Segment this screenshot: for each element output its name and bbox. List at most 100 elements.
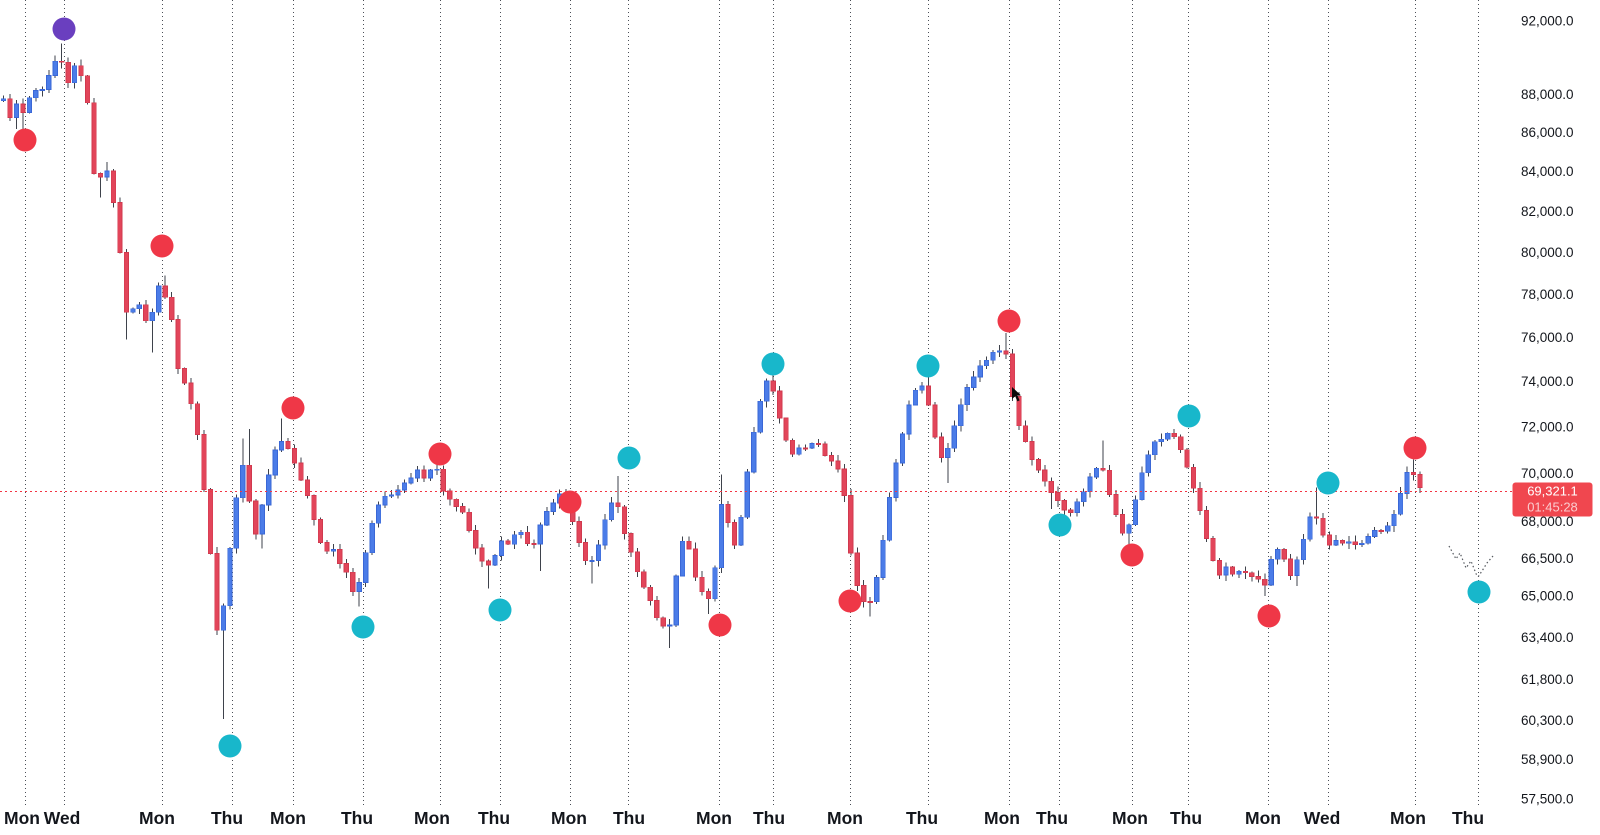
signal-marker-red[interactable] (13, 128, 37, 152)
signal-marker-red[interactable] (997, 309, 1021, 333)
candle-down (311, 495, 317, 520)
signal-marker-purple[interactable] (52, 17, 76, 41)
signal-marker-red[interactable] (150, 234, 174, 258)
time-tick-label: Mon (139, 808, 175, 828)
candle-down (473, 529, 479, 549)
candle-up (1385, 525, 1391, 532)
signal-marker-cyan[interactable] (488, 598, 512, 622)
signal-markers (13, 17, 1491, 758)
signal-marker-red[interactable] (838, 589, 862, 613)
candle-down (828, 455, 835, 462)
candle-up (388, 494, 395, 497)
candle-down (343, 563, 349, 573)
candle-down (460, 505, 466, 513)
candle-down (1197, 487, 1203, 511)
candle-up (1152, 441, 1158, 456)
price-tick-label: 86,000.0 (1521, 125, 1574, 140)
signal-marker-cyan[interactable] (761, 352, 785, 376)
mouse-cursor-icon (1012, 387, 1021, 402)
candle-up (796, 447, 802, 455)
candle-down (1242, 570, 1248, 574)
time-tick-label: Mon (1112, 808, 1148, 828)
time-tick-label: Wed (44, 808, 81, 828)
signal-marker-cyan[interactable] (1316, 471, 1340, 495)
candle-down (1203, 510, 1210, 540)
signal-marker-cyan[interactable] (218, 734, 242, 758)
candle-down (453, 498, 459, 507)
candle-down (1016, 396, 1022, 427)
candle-up (602, 519, 608, 546)
candle-down (1378, 530, 1384, 532)
signal-marker-red[interactable] (1120, 543, 1144, 567)
candle-up (945, 447, 951, 458)
price-tick-label: 58,900.0 (1521, 752, 1574, 767)
candle-up (72, 65, 78, 84)
candle-down (815, 442, 822, 445)
signal-marker-red[interactable] (558, 490, 582, 514)
signal-marker-cyan[interactable] (351, 615, 375, 639)
candle-down (466, 511, 472, 531)
candle-down (1068, 509, 1074, 513)
candle-down (686, 540, 692, 550)
signal-marker-red[interactable] (708, 613, 732, 637)
candle-down (78, 65, 84, 77)
candle-down (1171, 432, 1177, 438)
signal-marker-red[interactable] (428, 442, 452, 466)
signal-marker-cyan[interactable] (1048, 513, 1072, 537)
signal-marker-red[interactable] (1257, 604, 1281, 628)
candle-up (356, 582, 362, 592)
candle-up (518, 531, 524, 536)
candle-down (324, 542, 330, 552)
candle-up (718, 504, 725, 569)
candle-down (1249, 572, 1255, 577)
signal-marker-cyan[interactable] (617, 446, 641, 470)
candle-up (401, 482, 408, 491)
candle-up (492, 555, 498, 566)
candle-down (1229, 566, 1236, 575)
candle-down (421, 469, 427, 479)
price-tick-label: 60,300.0 (1521, 713, 1574, 728)
time-axis[interactable]: Mon Wed Mon Thu Mon Thu Mon Thu Mon Thu Mon Thu Mon T… (4, 808, 1484, 828)
candle-down (479, 547, 485, 562)
time-tick-label: Mon (551, 808, 587, 828)
candle-down (621, 506, 628, 534)
candle-down (485, 560, 492, 566)
candle-down (447, 490, 453, 500)
mouse-cursor-icon (1012, 387, 1021, 402)
last-price-badge-bg (1512, 482, 1593, 517)
candle-up (1333, 540, 1339, 546)
signal-marker-cyan[interactable] (916, 354, 940, 378)
candle-up (1074, 501, 1080, 513)
candle-down (583, 542, 589, 562)
time-tick-label: Thu (906, 808, 938, 828)
candle-up (874, 577, 880, 603)
signal-marker-cyan[interactable] (1467, 580, 1491, 604)
candle-up (977, 365, 983, 378)
signal-marker-cyan[interactable] (1177, 404, 1201, 428)
price-axis[interactable]: 92,000.0 88,000.0 86,000.0 84,000.0 82,000.0… (1521, 14, 1574, 807)
candle-up (136, 304, 142, 310)
candle-up (0, 98, 7, 102)
price-tick-label: 63,400.0 (1521, 630, 1574, 645)
candle-up (511, 534, 518, 545)
time-tick-label: Thu (341, 808, 373, 828)
time-tick-label: Thu (1170, 808, 1202, 828)
signal-marker-red[interactable] (1403, 436, 1427, 460)
candle-up (964, 387, 970, 406)
candle-down (214, 553, 220, 631)
price-tick-label: 76,000.0 (1521, 330, 1574, 345)
candle-up (408, 477, 414, 484)
candle-up (887, 497, 893, 541)
time-tick-label: Mon (4, 808, 40, 828)
signal-marker-red[interactable] (281, 396, 305, 420)
candle-down (350, 571, 356, 592)
candle-up (919, 385, 925, 391)
candle-up (1294, 559, 1300, 576)
candle-up (39, 89, 45, 91)
candle-up (259, 504, 265, 535)
candle-down (207, 488, 214, 554)
candle-down (188, 382, 194, 405)
candle-down (291, 448, 298, 464)
